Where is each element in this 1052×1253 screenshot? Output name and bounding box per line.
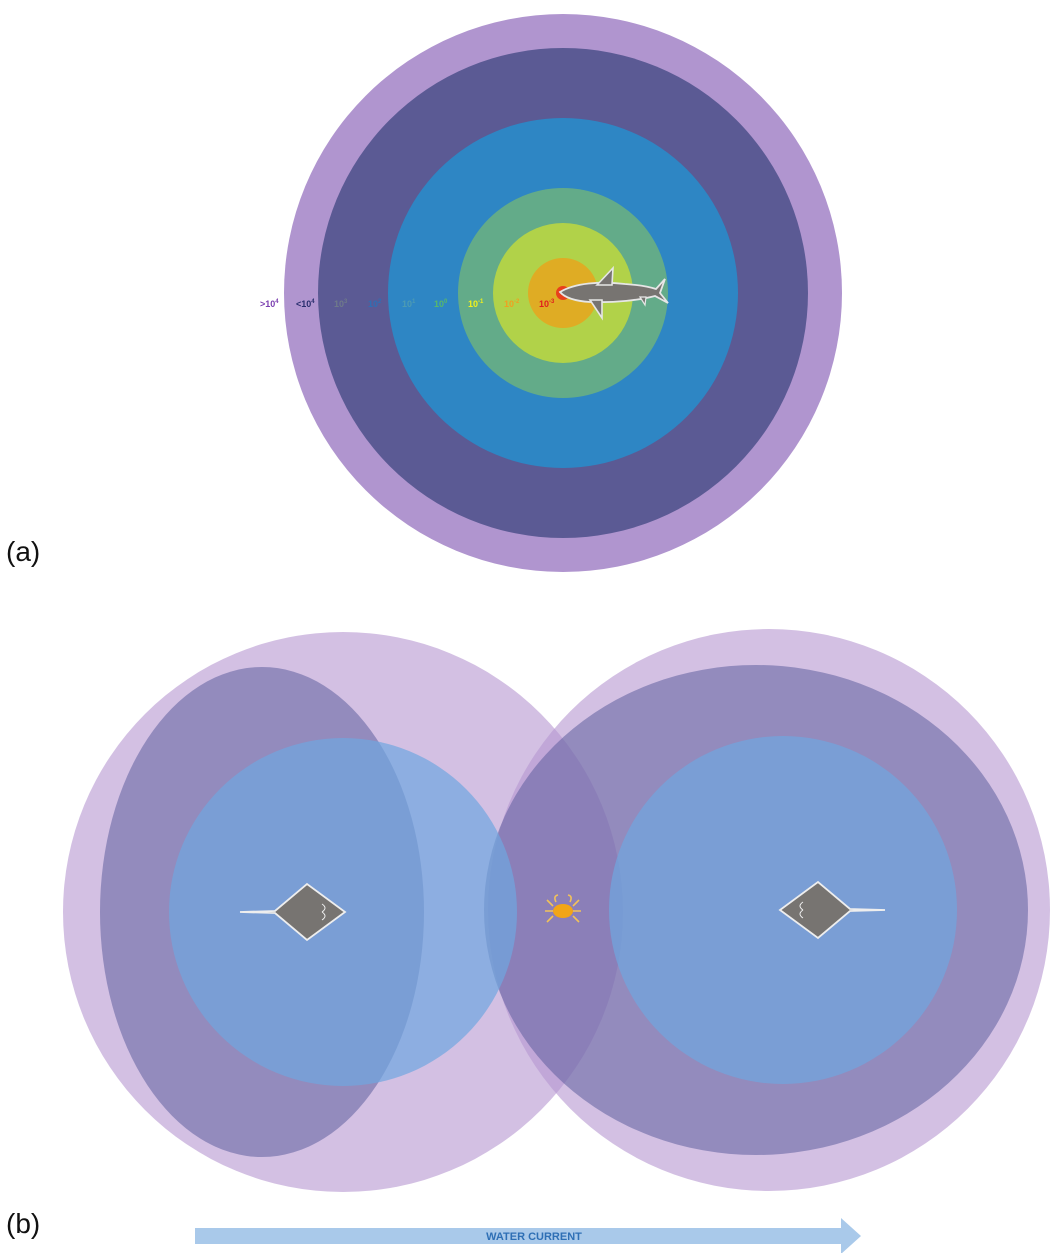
crab-icon — [545, 894, 581, 923]
water-current-label: WATER CURRENT — [486, 1231, 582, 1243]
ring-label: 10-2 — [504, 299, 520, 309]
ring-label: 102 — [368, 299, 382, 309]
ring-label: 10-3 — [539, 299, 555, 309]
panel-b-label: (b) — [6, 1208, 40, 1239]
ring-label: 10-1 — [468, 299, 484, 309]
stingray-right-icon — [778, 880, 886, 940]
panel-b: WATER CURRENT (b) — [6, 629, 1050, 1253]
water-current-arrow: WATER CURRENT — [195, 1218, 861, 1253]
ring-label: <104 — [296, 299, 315, 309]
ring-label: 103 — [334, 299, 348, 309]
ring-label: 101 — [402, 299, 416, 309]
ring-label: 100 — [434, 299, 448, 309]
panel-a-label: (a) — [6, 536, 40, 567]
ring-labels: >104 <104 103 102 101 100 10-1 10-2 10-3 — [260, 299, 555, 309]
stingray-left-icon — [239, 882, 347, 942]
shark-icon — [558, 265, 669, 321]
ring-label: >104 — [260, 299, 279, 309]
panel-a: >104 <104 103 102 101 100 10-1 10-2 10-3… — [6, 14, 842, 572]
